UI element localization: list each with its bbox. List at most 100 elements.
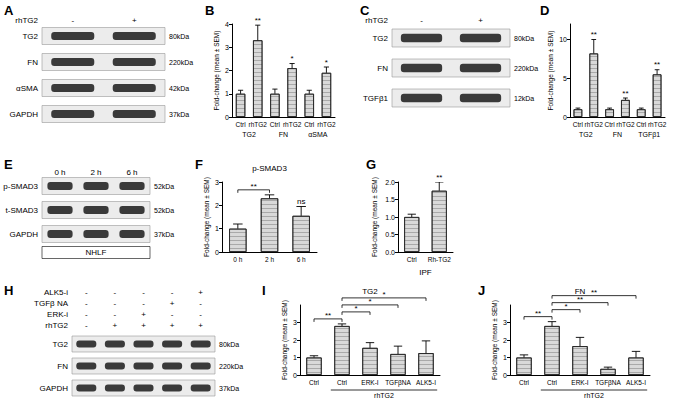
svg-text:-: - <box>142 288 145 297</box>
svg-text:+: + <box>478 16 483 25</box>
svg-text:**: ** <box>622 89 628 98</box>
svg-text:+: + <box>132 16 137 25</box>
svg-text:F: F <box>195 157 203 172</box>
svg-text:TG2: TG2 <box>242 131 256 138</box>
svg-text:rhTG2: rhTG2 <box>585 121 604 128</box>
svg-text:GAPDH: GAPDH <box>10 230 39 239</box>
svg-text:*: * <box>291 54 294 63</box>
svg-text:E: E <box>4 157 13 172</box>
svg-text:**: ** <box>436 173 442 182</box>
svg-text:-: - <box>114 310 117 319</box>
svg-text:2: 2 <box>225 67 229 74</box>
svg-text:0: 0 <box>225 114 229 121</box>
svg-text:**: ** <box>535 309 541 318</box>
svg-text:6 h: 6 h <box>297 256 306 263</box>
svg-text:-: - <box>71 16 74 25</box>
svg-text:*: * <box>354 304 357 313</box>
svg-text:D: D <box>540 3 549 18</box>
svg-text:1.5: 1.5 <box>385 196 395 203</box>
svg-text:GAPDH: GAPDH <box>10 110 39 119</box>
svg-text:2 h: 2 h <box>90 168 101 177</box>
svg-text:-: - <box>85 310 88 319</box>
svg-text:Fold-change (mean ± SEM): Fold-change (mean ± SEM) <box>281 300 289 380</box>
svg-text:TG2: TG2 <box>579 131 593 138</box>
svg-text:Ctrl: Ctrl <box>636 121 647 128</box>
svg-text:-: - <box>114 299 117 308</box>
svg-text:TG2: TG2 <box>22 32 38 41</box>
svg-text:+: + <box>141 310 146 319</box>
svg-text:+: + <box>198 288 203 297</box>
svg-text:-: - <box>85 288 88 297</box>
svg-text:rhTG2: rhTG2 <box>249 121 268 128</box>
svg-text:Fold-change (mean ± SEM): Fold-change (mean ± SEM) <box>491 300 499 380</box>
svg-text:GAPDH: GAPDH <box>40 384 69 393</box>
svg-text:-: - <box>171 310 174 319</box>
svg-text:TGFβNA: TGFβNA <box>595 379 621 387</box>
svg-text:-: - <box>142 299 145 308</box>
svg-text:**: ** <box>577 295 583 304</box>
svg-text:rhTG2: rhTG2 <box>374 392 394 399</box>
svg-text:ALK5-I: ALK5-I <box>626 379 646 386</box>
svg-text:rhTG2: rhTG2 <box>584 392 604 399</box>
svg-text:p-SMAD3: p-SMAD3 <box>252 164 287 173</box>
svg-text:*: * <box>325 58 328 67</box>
svg-text:Fold-change (mean ± SEM): Fold-change (mean ± SEM) <box>203 177 211 257</box>
svg-text:TG2: TG2 <box>372 34 388 43</box>
svg-text:-: - <box>420 16 423 25</box>
svg-text:ns: ns <box>297 197 305 206</box>
svg-text:Ctrl: Ctrl <box>519 379 530 386</box>
svg-text:TG2: TG2 <box>362 287 378 296</box>
svg-text:3: 3 <box>225 44 229 51</box>
svg-text:ERK-I: ERK-I <box>571 379 589 386</box>
svg-text:rhTG2: rhTG2 <box>616 121 635 128</box>
svg-text:FN: FN <box>279 131 288 138</box>
svg-text:12kDa: 12kDa <box>514 95 534 102</box>
svg-text:220kDa: 220kDa <box>514 65 538 72</box>
svg-text:220kDa: 220kDa <box>169 59 193 66</box>
svg-text:rhTG2: rhTG2 <box>283 121 302 128</box>
svg-text:Ctrl: Ctrl <box>337 379 348 386</box>
svg-text:37kDa: 37kDa <box>169 111 189 118</box>
svg-text:Ctrl: Ctrl <box>309 379 320 386</box>
svg-text:3: 3 <box>215 179 219 186</box>
svg-text:0.5: 0.5 <box>385 231 395 238</box>
svg-text:80kDa: 80kDa <box>514 35 534 42</box>
svg-text:Ctrl: Ctrl <box>547 379 558 386</box>
svg-text:37kDa: 37kDa <box>154 231 174 238</box>
svg-text:-: - <box>199 310 202 319</box>
svg-text:+: + <box>198 321 203 330</box>
svg-text:B: B <box>205 3 214 18</box>
svg-text:80kDa: 80kDa <box>219 341 239 348</box>
svg-text:6 h: 6 h <box>126 168 137 177</box>
svg-text:3: 3 <box>503 319 507 326</box>
svg-text:**: ** <box>654 60 660 69</box>
svg-text:rhTG2: rhTG2 <box>317 121 336 128</box>
svg-text:J: J <box>478 283 485 298</box>
svg-text:G: G <box>366 157 376 172</box>
svg-text:0: 0 <box>293 372 297 379</box>
svg-text:TGFβ NA: TGFβ NA <box>34 299 69 308</box>
svg-text:0: 0 <box>563 114 567 121</box>
svg-text:FN: FN <box>27 58 38 67</box>
svg-text:FN: FN <box>57 362 68 371</box>
svg-text:rhTG2: rhTG2 <box>648 121 667 128</box>
svg-text:52kDa: 52kDa <box>154 183 174 190</box>
svg-text:rhTG2: rhTG2 <box>15 16 38 25</box>
svg-text:rhTG2: rhTG2 <box>45 321 68 330</box>
svg-text:0.0: 0.0 <box>385 249 395 256</box>
svg-text:TG2: TG2 <box>52 340 68 349</box>
svg-text:A: A <box>4 3 14 18</box>
svg-text:0 h: 0 h <box>233 256 242 263</box>
svg-text:2.0: 2.0 <box>385 179 395 186</box>
svg-text:ERK-i: ERK-i <box>47 310 68 319</box>
svg-text:80kDa: 80kDa <box>169 33 189 40</box>
svg-text:**: ** <box>255 16 261 25</box>
svg-text:Ctrl: Ctrl <box>605 121 616 128</box>
svg-text:Ctrl: Ctrl <box>236 121 247 128</box>
svg-text:FN: FN <box>613 131 622 138</box>
svg-text:0 h: 0 h <box>54 168 65 177</box>
svg-text:Fold-change (mean ± SEM): Fold-change (mean ± SEM) <box>371 177 379 257</box>
svg-text:Fold-change (mean ± SEM): Fold-change (mean ± SEM) <box>547 31 555 111</box>
svg-text:4: 4 <box>225 21 229 28</box>
svg-text:52kDa: 52kDa <box>154 207 174 214</box>
